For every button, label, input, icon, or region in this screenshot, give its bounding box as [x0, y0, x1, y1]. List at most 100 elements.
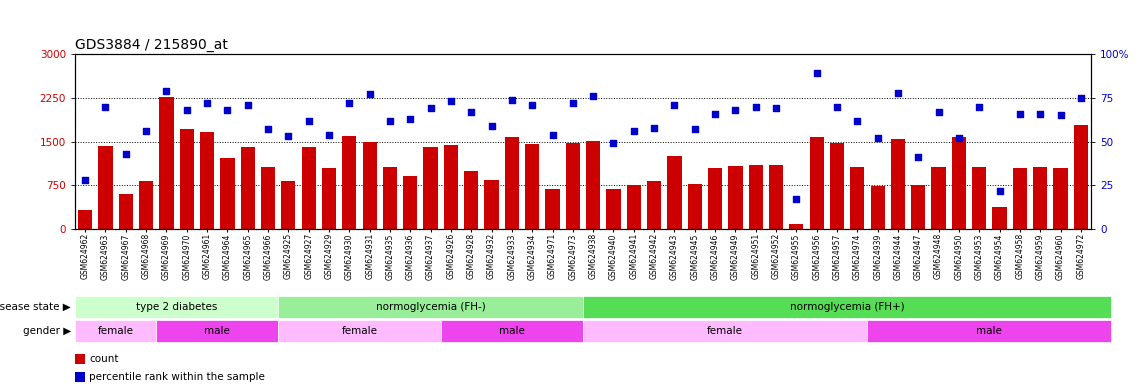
Bar: [587, 141, 600, 229]
Point: [380, 118, 399, 124]
Point: [1031, 111, 1049, 117]
FancyBboxPatch shape: [868, 320, 1112, 342]
Bar: [972, 167, 986, 229]
Bar: [79, 210, 92, 229]
Bar: [302, 147, 316, 229]
Text: count: count: [89, 354, 118, 364]
Point: [950, 135, 968, 141]
Bar: [484, 180, 499, 229]
Point: [97, 103, 115, 109]
Point: [320, 131, 338, 137]
Bar: [911, 185, 925, 229]
Bar: [1013, 168, 1027, 229]
Text: female: female: [342, 326, 377, 336]
Text: male: male: [499, 326, 525, 336]
Bar: [667, 156, 681, 229]
Bar: [424, 147, 437, 229]
Point: [605, 140, 623, 146]
Text: percentile rank within the sample: percentile rank within the sample: [89, 372, 265, 382]
Point: [991, 187, 1009, 194]
Point: [808, 70, 826, 76]
FancyBboxPatch shape: [583, 320, 868, 342]
Bar: [810, 137, 823, 229]
Text: female: female: [98, 326, 133, 336]
Bar: [525, 144, 539, 229]
Point: [767, 105, 785, 111]
Bar: [444, 145, 458, 229]
Point: [1072, 95, 1090, 101]
Bar: [932, 167, 945, 229]
Bar: [505, 137, 519, 229]
Point: [869, 135, 887, 141]
Point: [645, 124, 663, 131]
Point: [888, 89, 907, 96]
Bar: [118, 194, 133, 229]
Point: [259, 126, 277, 132]
Point: [462, 109, 481, 115]
Bar: [992, 207, 1007, 229]
Bar: [159, 97, 173, 229]
Text: gender ▶: gender ▶: [23, 326, 71, 336]
Text: normoglycemia (FH-): normoglycemia (FH-): [376, 302, 485, 312]
Point: [238, 102, 256, 108]
Bar: [606, 189, 621, 229]
FancyBboxPatch shape: [75, 320, 156, 342]
Bar: [952, 137, 966, 229]
Point: [584, 93, 603, 99]
Point: [624, 128, 642, 134]
Point: [970, 103, 989, 109]
Text: normoglycemia (FH+): normoglycemia (FH+): [789, 302, 904, 312]
Point: [116, 151, 134, 157]
Point: [157, 88, 175, 94]
Bar: [1033, 167, 1048, 229]
Text: GDS3884 / 215890_at: GDS3884 / 215890_at: [75, 38, 228, 52]
Bar: [342, 136, 357, 229]
Point: [502, 96, 521, 103]
Text: male: male: [976, 326, 1002, 336]
Point: [483, 122, 501, 129]
FancyBboxPatch shape: [278, 320, 441, 342]
Point: [198, 100, 216, 106]
Bar: [220, 158, 235, 229]
Point: [849, 118, 867, 124]
Point: [1051, 112, 1070, 118]
Point: [279, 133, 297, 139]
Bar: [688, 184, 702, 229]
Bar: [322, 168, 336, 229]
Bar: [281, 181, 295, 229]
Bar: [566, 143, 580, 229]
Point: [341, 100, 359, 106]
Point: [909, 154, 927, 161]
Point: [523, 102, 541, 108]
Bar: [769, 166, 784, 229]
Bar: [830, 143, 844, 229]
FancyBboxPatch shape: [583, 296, 1112, 318]
Bar: [362, 142, 377, 229]
FancyBboxPatch shape: [441, 320, 583, 342]
Bar: [708, 168, 722, 229]
Bar: [626, 185, 641, 229]
Point: [665, 102, 683, 108]
Point: [137, 128, 155, 134]
Point: [564, 100, 582, 106]
Point: [442, 98, 460, 104]
Bar: [261, 167, 276, 229]
Bar: [850, 167, 865, 229]
Point: [178, 107, 196, 113]
Point: [76, 177, 95, 183]
Text: disease state ▶: disease state ▶: [0, 302, 71, 312]
Point: [219, 107, 237, 113]
Bar: [240, 147, 255, 229]
Bar: [748, 166, 763, 229]
Text: female: female: [707, 326, 744, 336]
Point: [686, 126, 704, 132]
FancyBboxPatch shape: [156, 320, 278, 342]
Bar: [870, 186, 885, 229]
Point: [828, 103, 846, 109]
Text: male: male: [204, 326, 230, 336]
Bar: [546, 189, 559, 229]
Bar: [1054, 168, 1067, 229]
Point: [1010, 111, 1029, 117]
Point: [361, 91, 379, 97]
Point: [401, 116, 419, 122]
